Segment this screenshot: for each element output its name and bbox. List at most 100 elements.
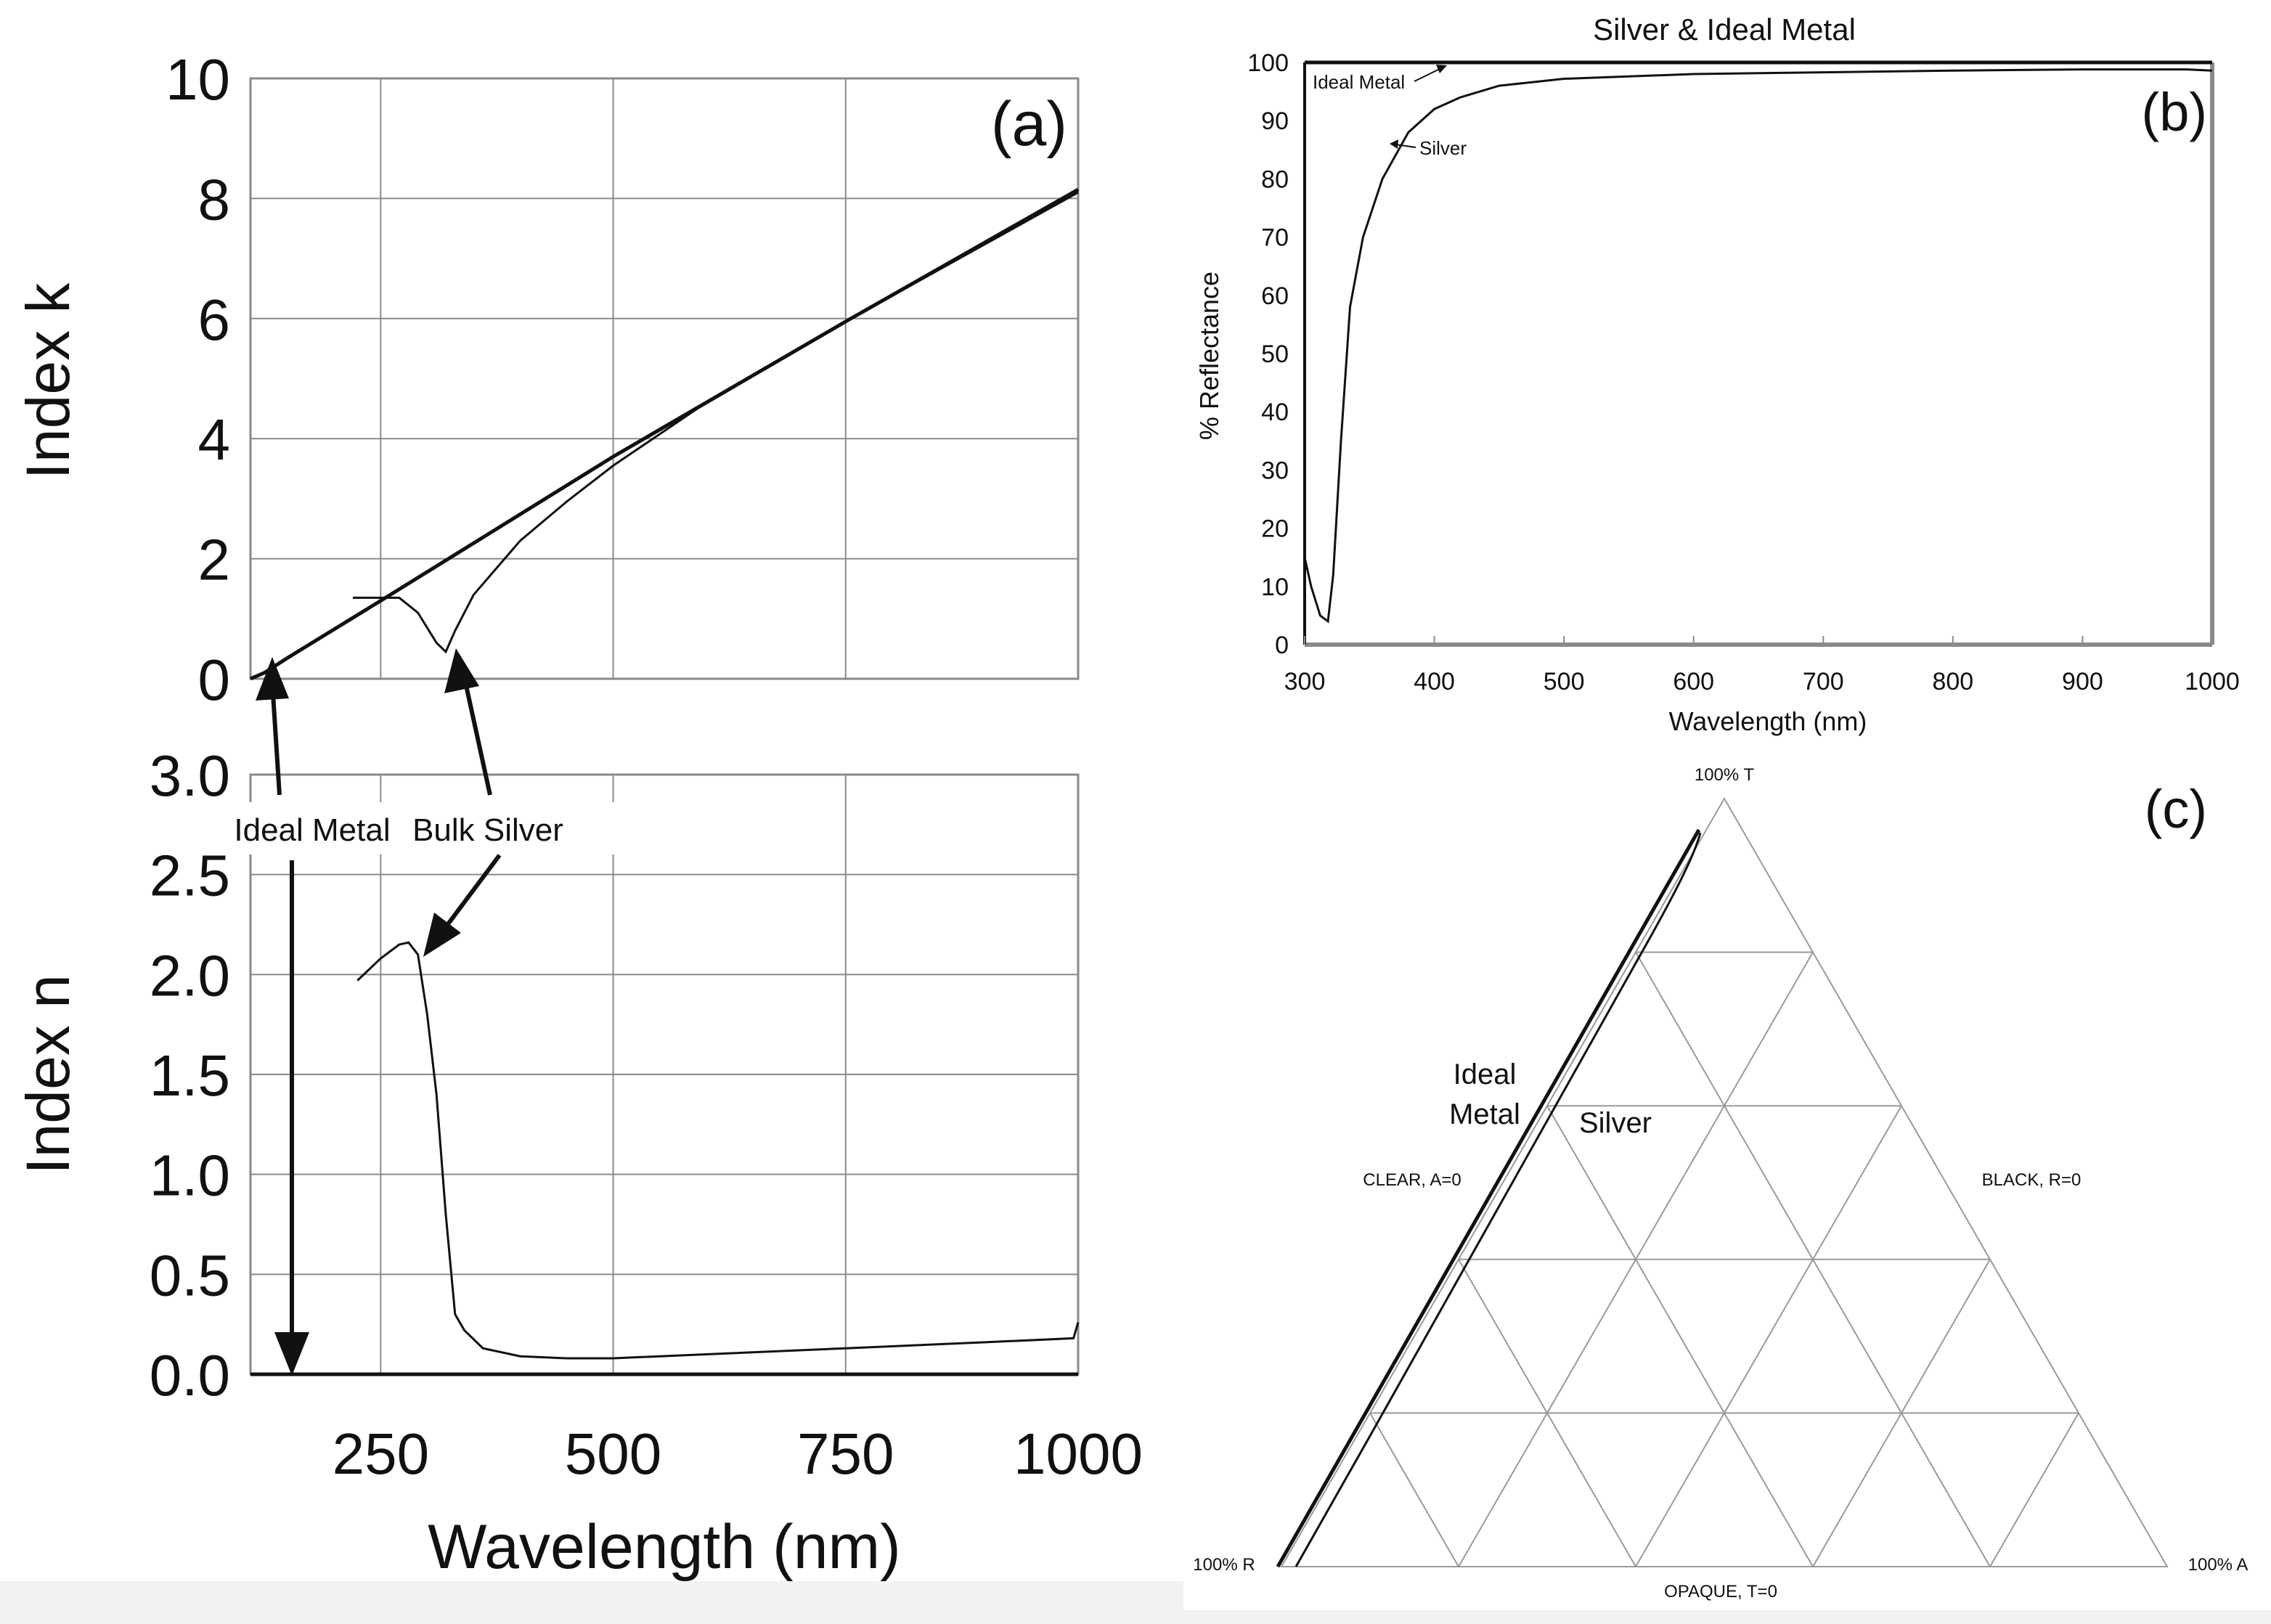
k-tick-label: 0 (198, 648, 231, 712)
ternary-grid (1280, 796, 2169, 1567)
panel-a: 0 2 4 6 8 10 0.0 0.5 1.0 1.5 2.0 2.5 3.0 250 500 750 1… (14, 47, 1143, 1582)
arrowhead-ideal-metal-n (274, 1332, 309, 1376)
bulk-silver-annotation: Bulk Silver (412, 812, 563, 848)
arrow-silver-b (1395, 144, 1416, 148)
reflectance-y-tick-label: 0 (1275, 632, 1289, 659)
ideal-metal-label-c-line1: Ideal (1453, 1058, 1517, 1090)
reflectance-y-tick-label: 10 (1261, 574, 1289, 601)
ternary-gridline (1989, 1412, 2079, 1567)
panel-b-label: (b) (2142, 82, 2207, 142)
arrow-bulk-silver-n (439, 854, 502, 934)
silver-ternary-curve (1294, 832, 1702, 1567)
n-tick-label: 1.0 (150, 1143, 230, 1208)
reflectance-x-tick-label: 400 (1414, 668, 1455, 695)
vertex-label-left: 100% R (1193, 1555, 1255, 1575)
reflectance-curves (1303, 60, 2213, 624)
reflectance-x-tick-label: 700 (1803, 668, 1844, 695)
arrowhead-ideal-metal-b (1436, 65, 1447, 73)
reflectance-x-tick-label: 500 (1544, 668, 1585, 695)
reflectance-x-tick-label: 300 (1284, 668, 1326, 695)
k-plot-grid (249, 77, 1080, 680)
k-tick-label: 6 (198, 287, 231, 352)
reflectance-x-tick-label: 1000 (2185, 668, 2240, 695)
panel-a-label: (a) (991, 89, 1067, 159)
reflectance-y-axis-label: % Reflectance (1194, 272, 1224, 440)
ideal-metal-annotation: Ideal Metal (234, 812, 390, 848)
wavelength-tick-label: 1000 (1014, 1421, 1143, 1486)
bottom-strip (0, 1581, 1183, 1624)
ternary-gridline (1546, 1105, 1814, 1567)
wavelength-tick-label: 500 (565, 1421, 661, 1486)
k-tick-label: 10 (166, 47, 230, 112)
ideal-metal-label-c-line2: Metal (1449, 1098, 1520, 1130)
bulk-silver-k-curve (352, 191, 1079, 654)
wavelength-axis-tick-labels: 250 500 750 1000 (333, 1421, 1143, 1486)
bottom-strip-right (1183, 1610, 2271, 1624)
n-axis-tick-labels: 0.0 0.5 1.0 1.5 2.0 2.5 3.0 (150, 743, 230, 1408)
n-tick-label: 3.0 (150, 743, 230, 808)
arrow-ideal-metal-k (270, 682, 282, 796)
n-tick-label: 2.5 (150, 844, 230, 908)
arrowhead-ideal-metal-k (256, 657, 289, 701)
arrow-ideal-metal-b (1414, 68, 1442, 82)
n-tick-label: 0.5 (150, 1243, 230, 1307)
panel-c-label: (c) (2145, 779, 2207, 839)
wavelength-tick-label: 250 (333, 1421, 429, 1486)
panel-b: Silver & Ideal Metal 0 10 20 30 40 50 60 70 80 90… (1194, 12, 2240, 736)
ideal-metal-ternary-line (1276, 828, 1701, 1568)
wavelength-tick-label: 750 (797, 1421, 894, 1486)
reflectance-x-tick-labels: 300 400 500 600 700 800 900 1000 (1284, 668, 2240, 695)
reflectance-chart-title: Silver & Ideal Metal (1593, 12, 1856, 46)
vertex-label-right: 100% A (2188, 1555, 2248, 1575)
ternary-gridline (1369, 1412, 1459, 1567)
reflectance-y-tick-labels: 0 10 20 30 40 50 60 70 80 90 100 (1247, 49, 1289, 659)
k-tick-label: 4 (198, 407, 231, 472)
arrowhead-bulk-silver-n (423, 913, 461, 957)
n-tick-label: 1.5 (150, 1043, 230, 1108)
reflectance-x-axis-label: Wavelength (nm) (1669, 706, 1867, 736)
arrowhead-bulk-silver-k (444, 648, 479, 693)
k-tick-label: 8 (198, 167, 231, 232)
wavelength-axis-label: Wavelength (nm) (428, 1512, 901, 1582)
k-plot-curves (250, 187, 1080, 681)
reflectance-y-tick-label: 40 (1261, 399, 1289, 426)
ideal-metal-annotation-b: Ideal Metal (1313, 71, 1405, 93)
reflectance-x-tick-label: 900 (2062, 668, 2103, 695)
annotation-arrows (256, 648, 502, 1376)
n-plot-curves (250, 941, 1080, 1376)
annotation-box (232, 802, 621, 854)
reflectance-y-tick-label: 50 (1261, 340, 1289, 368)
ternary-curves (1276, 828, 1702, 1568)
k-axis-tick-labels: 0 2 4 6 8 10 (166, 47, 230, 712)
k-tick-label: 2 (198, 528, 231, 592)
reflectance-y-tick-label: 30 (1261, 457, 1289, 484)
ternary-gridline (1635, 1105, 1902, 1567)
reflectance-y-tick-label: 80 (1261, 166, 1289, 193)
reflectance-y-tick-label: 70 (1261, 224, 1289, 252)
ternary-triangle (1280, 796, 2169, 1567)
arrow-bulk-silver-k (462, 678, 492, 796)
reflectance-y-tick-label: 60 (1261, 282, 1289, 310)
ternary-gridline (1458, 952, 1814, 1567)
n-tick-label: 2.0 (150, 943, 230, 1008)
edge-label-bottom: OPAQUE, T=0 (1664, 1582, 1777, 1601)
n-axis-label: Index n (14, 974, 82, 1175)
ternary-gridline (1635, 952, 1991, 1567)
reflectance-y-tick-label: 100 (1247, 49, 1289, 77)
bulk-silver-n-curve (356, 941, 1080, 1360)
reflectance-y-tick-label: 20 (1261, 515, 1289, 543)
reflectance-x-tick-label: 600 (1673, 668, 1714, 695)
edge-label-left: CLEAR, A=0 (1363, 1170, 1461, 1190)
reflectance-y-tick-label: 90 (1261, 107, 1289, 135)
silver-reflectance-curve (1303, 68, 2213, 624)
silver-annotation-b: Silver (1419, 137, 1467, 159)
arrowhead-silver-b (1390, 139, 1398, 149)
silver-label-c: Silver (1579, 1107, 1652, 1139)
reflectance-x-tick-label: 800 (1932, 668, 1973, 695)
panel-c: (c) 100% T 100% R 100% A CLEAR, A=0 BLAC… (1193, 765, 2248, 1601)
edge-label-right: BLACK, R=0 (1982, 1170, 2082, 1190)
vertex-label-top: 100% T (1695, 765, 1755, 785)
n-tick-label: 0.0 (150, 1343, 230, 1408)
k-axis-label: Index k (14, 282, 82, 480)
